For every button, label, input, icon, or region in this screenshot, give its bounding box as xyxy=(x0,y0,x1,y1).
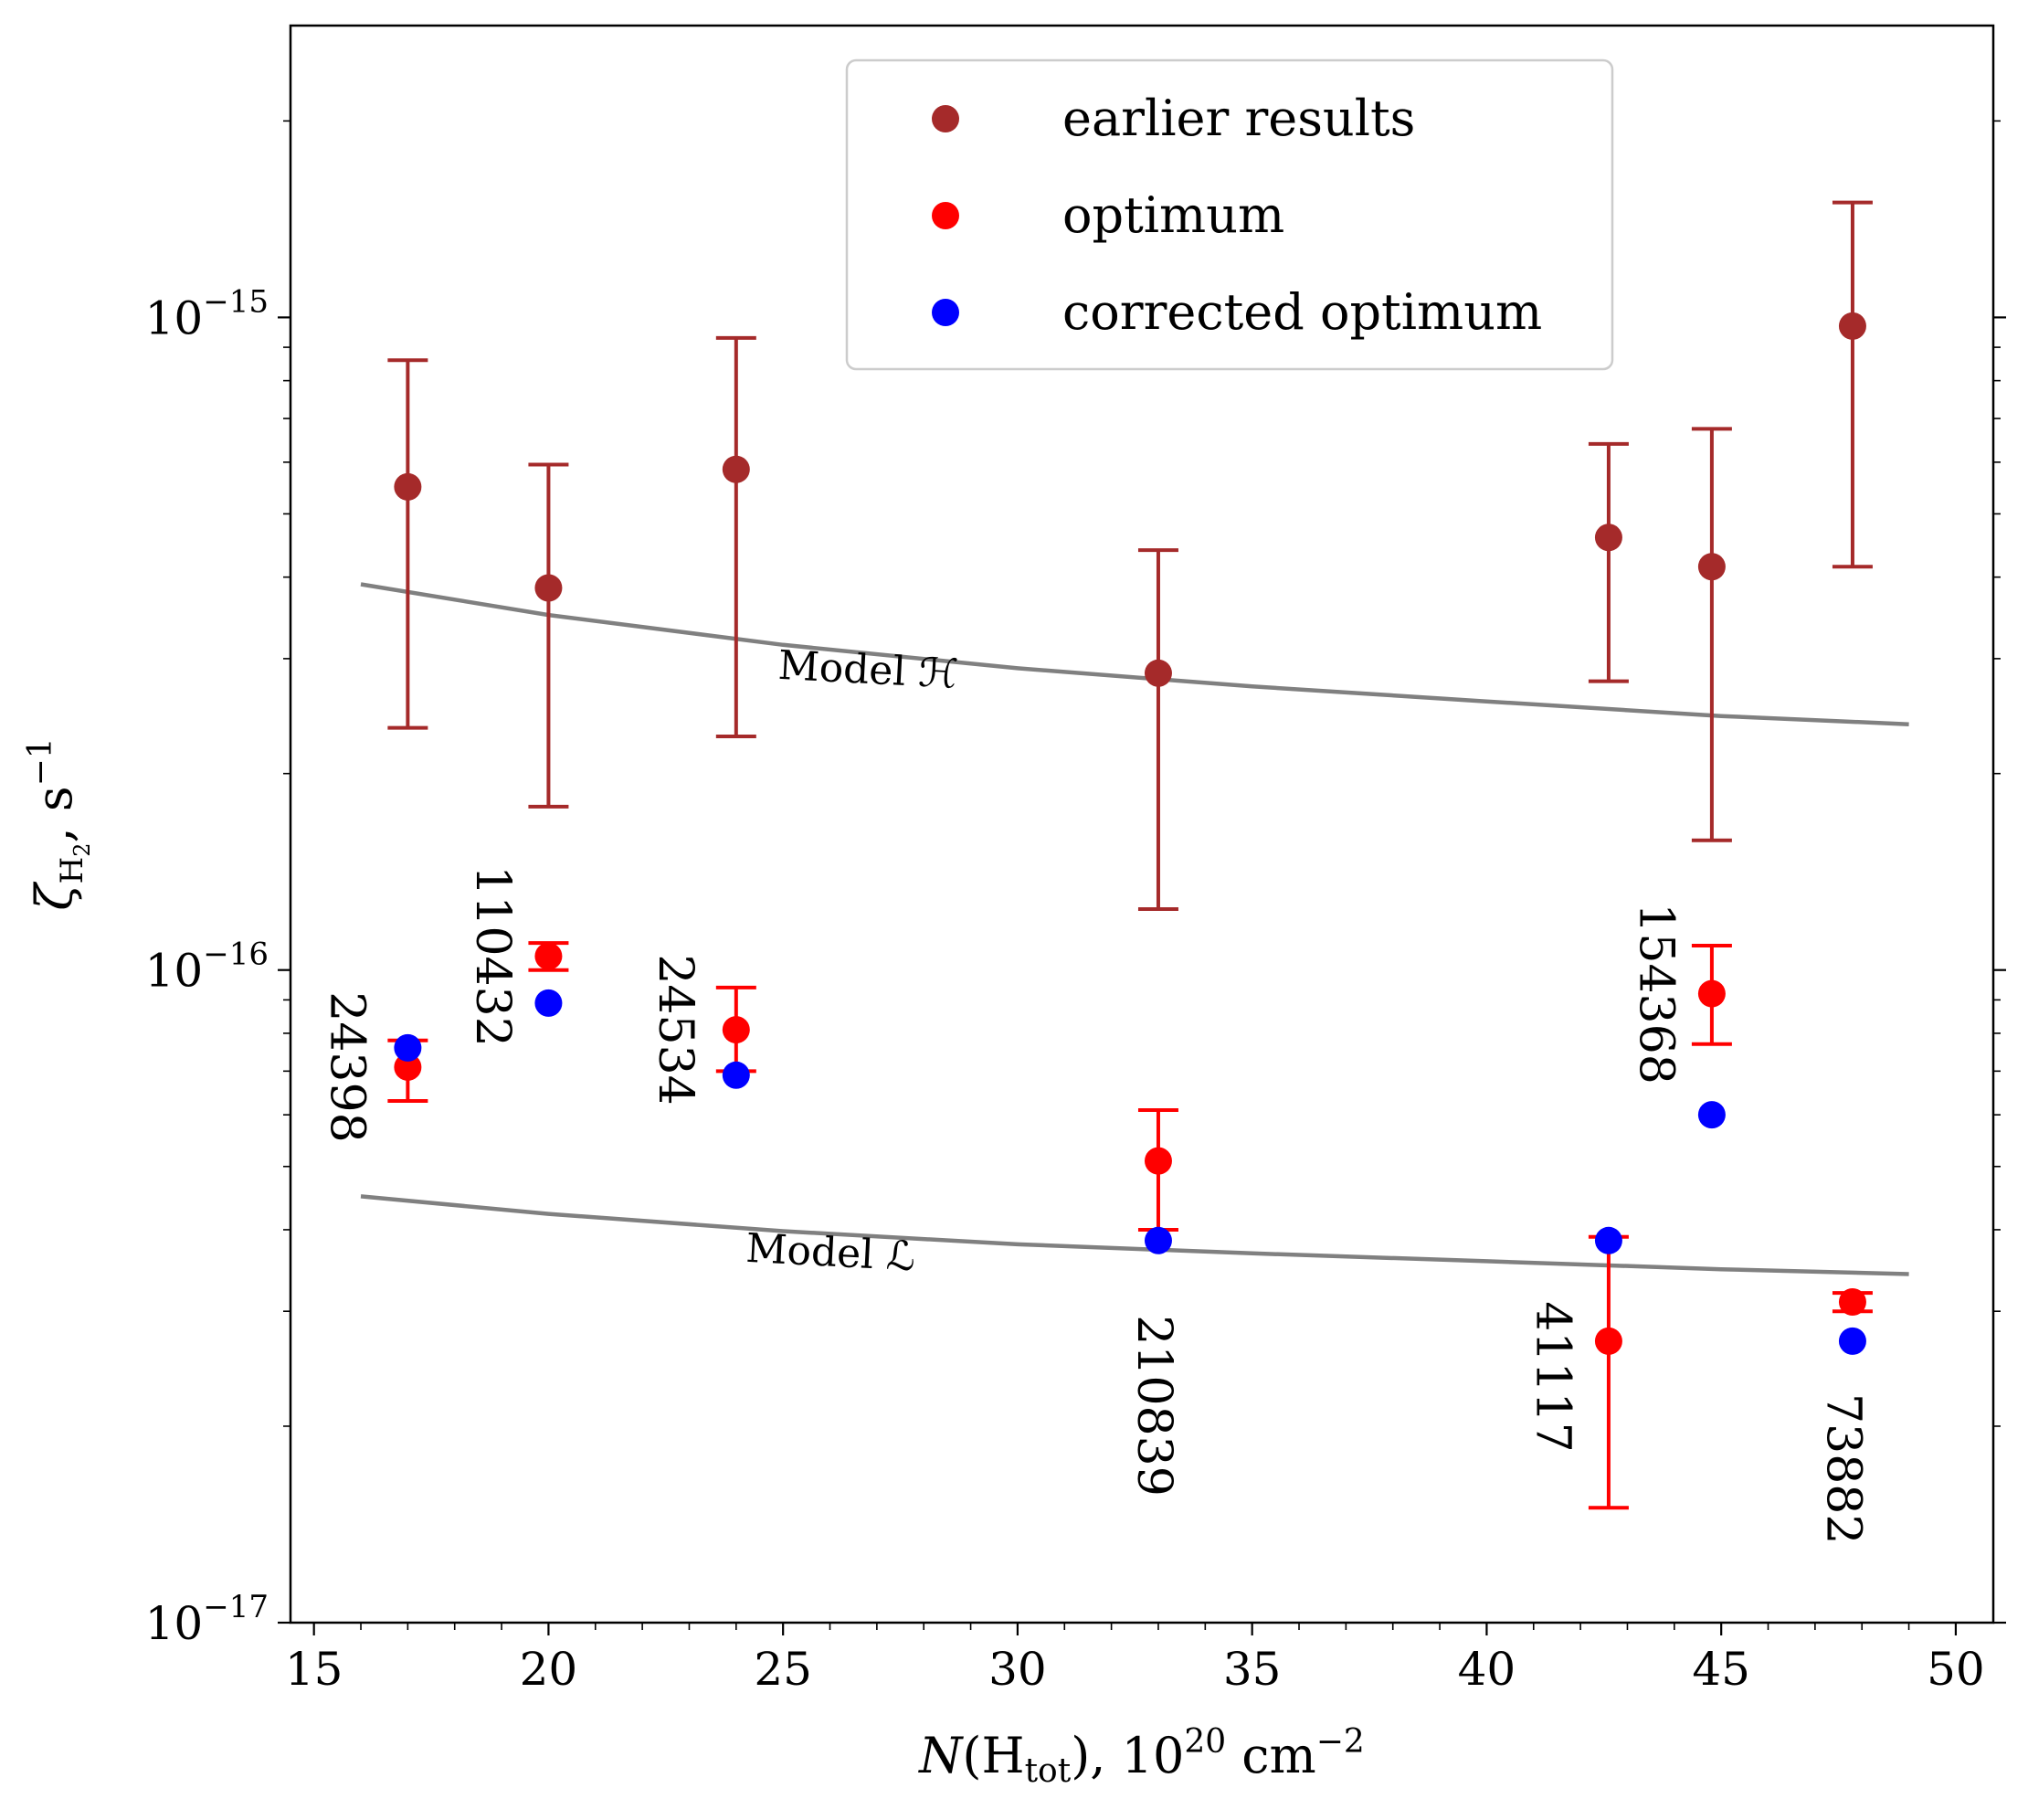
x-tick-label-25: 25 xyxy=(754,1643,812,1696)
x-tick-label-50: 50 xyxy=(1927,1643,1985,1696)
y-axis-title-part: ζ xyxy=(26,882,83,911)
legend-label-corrected-optimum: corrected optimum xyxy=(1062,283,1542,341)
y-tick-label-base: 10 xyxy=(145,291,204,344)
point-corrected-optimum-6 xyxy=(1838,1327,1866,1355)
plot-frame xyxy=(289,24,1995,1624)
x-axis-title: N(Htot), 1020 cm−2 xyxy=(917,1723,1365,1790)
y-tick-label-base: 10 xyxy=(145,1597,204,1650)
point-optimum-0 xyxy=(394,1053,422,1081)
point-earlier-results-5 xyxy=(1697,553,1726,581)
legend-marker-earlier-results xyxy=(932,105,959,132)
model-curve-h xyxy=(360,582,1909,726)
axes-layer: 15 20 25 30 35 40 45 5010−1710−1610−15N(Htot), … xyxy=(22,24,2006,1790)
legend: earlier results optimum corrected optimum xyxy=(845,58,1614,371)
x-axis-title-part: N xyxy=(917,1727,964,1784)
x-tick-label-30: 30 xyxy=(988,1643,1047,1696)
point-corrected-optimum-2 xyxy=(722,1061,750,1089)
y-tick-label-exponent: −17 xyxy=(203,1589,269,1625)
legend-label-optimum: optimum xyxy=(1062,186,1284,244)
model-curve-l xyxy=(360,1194,1909,1276)
annotation-41117: 41117 xyxy=(1525,1301,1579,1452)
y-axis-title-part: H xyxy=(54,857,90,884)
x-axis-title-part: cm xyxy=(1226,1727,1316,1784)
x-tick-label-40: 40 xyxy=(1458,1643,1516,1696)
point-earlier-results-4 xyxy=(1594,524,1622,552)
x-axis-title-part: (H xyxy=(962,1727,1024,1784)
point-optimum-6 xyxy=(1838,1288,1866,1317)
annotation-154368: 154368 xyxy=(1628,903,1683,1085)
x-axis-title-part: ), 10 xyxy=(1071,1727,1184,1784)
point-corrected-optimum-1 xyxy=(534,989,563,1017)
annotation-110432: 110432 xyxy=(465,865,520,1047)
annotation-210839: 210839 xyxy=(1126,1315,1181,1497)
point-corrected-optimum-4 xyxy=(1594,1226,1622,1254)
y-axis-title-part: , s xyxy=(26,786,83,842)
x-tick-label-45: 45 xyxy=(1692,1643,1750,1696)
y-tick-label-2: 10−15 xyxy=(145,283,269,344)
y-tick-label-1: 10−16 xyxy=(145,936,269,998)
y-tick-label-base: 10 xyxy=(145,945,204,998)
legend-marker-optimum xyxy=(932,202,959,229)
x-tick-label-15: 15 xyxy=(285,1643,343,1696)
point-optimum-5 xyxy=(1697,979,1726,1008)
x-axis-title-part: −2 xyxy=(1316,1723,1365,1761)
plot-layer: Model ℋ Model ℒ 24398 110432 24534 210839 4111… xyxy=(320,200,1909,1544)
annotation-24534: 24534 xyxy=(648,954,702,1105)
y-axis-title: ζH2, s−1 xyxy=(22,737,95,910)
y-tick-label-exponent: −15 xyxy=(203,283,269,320)
point-earlier-results-1 xyxy=(534,574,563,602)
point-optimum-2 xyxy=(722,1016,750,1044)
legend-box xyxy=(845,58,1614,371)
point-earlier-results-6 xyxy=(1838,312,1866,340)
model-label-l: Model ℒ xyxy=(745,1225,916,1281)
point-earlier-results-2 xyxy=(722,455,750,483)
point-optimum-1 xyxy=(534,942,563,970)
x-axis-title-part: 20 xyxy=(1184,1723,1226,1761)
y-axis-title-part: −1 xyxy=(22,737,59,786)
legend-marker-corrected-optimum xyxy=(932,299,959,326)
x-tick-label-35: 35 xyxy=(1223,1643,1282,1696)
model-label-h: Model ℋ xyxy=(777,642,960,698)
point-corrected-optimum-5 xyxy=(1697,1101,1726,1129)
point-optimum-3 xyxy=(1144,1147,1172,1175)
point-corrected-optimum-3 xyxy=(1144,1226,1172,1254)
x-axis-title-part: tot xyxy=(1025,1752,1072,1790)
legend-label-earlier-results: earlier results xyxy=(1062,90,1415,147)
point-earlier-results-3 xyxy=(1144,659,1172,687)
y-axis-title-part: 2 xyxy=(69,842,95,856)
annotation-73882: 73882 xyxy=(1816,1393,1871,1544)
annotation-24398: 24398 xyxy=(320,991,375,1142)
x-tick-label-20: 20 xyxy=(520,1643,578,1696)
point-corrected-optimum-0 xyxy=(394,1033,422,1062)
y-tick-label-0: 10−17 xyxy=(145,1589,269,1650)
point-optimum-4 xyxy=(1594,1327,1622,1355)
point-earlier-results-0 xyxy=(394,472,422,501)
y-tick-label-exponent: −16 xyxy=(203,936,269,973)
